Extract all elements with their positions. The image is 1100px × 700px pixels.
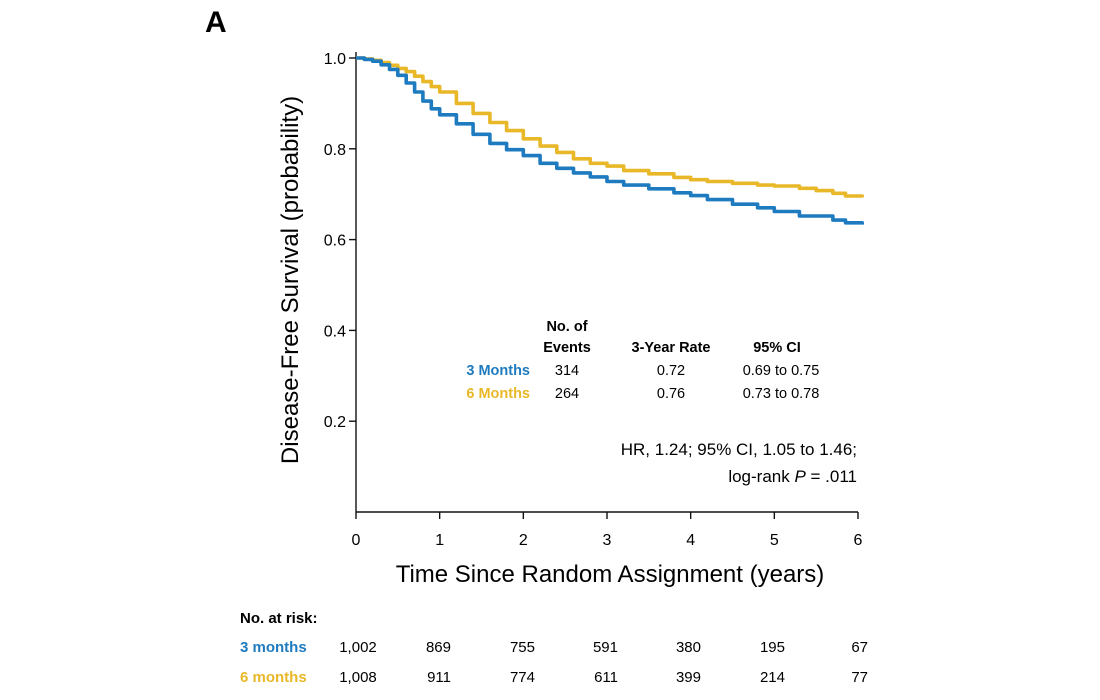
summary-group-label: 3 Months — [466, 363, 530, 379]
at-risk-value: 869 — [426, 639, 451, 656]
x-tick-label: 5 — [770, 532, 779, 549]
x-tick-label: 6 — [854, 532, 863, 549]
summary-events: 314 — [555, 363, 579, 379]
summary-header: 95% CI — [753, 340, 801, 356]
at-risk-value: 755 — [510, 639, 535, 656]
panel-label: A — [205, 6, 227, 39]
summary-events: 264 — [555, 386, 579, 402]
hr-line-2-prefix: log-rank — [728, 467, 794, 486]
y-tick-label: 0.2 — [324, 414, 346, 431]
x-ticks: 0 1 2 3 4 5 6 — [352, 512, 863, 549]
at-risk-value: 214 — [760, 669, 785, 686]
summary-ci: 0.69 to 0.75 — [743, 363, 820, 379]
at-risk-label: 6 months — [240, 669, 307, 686]
summary-rate: 0.76 — [657, 386, 685, 402]
hr-line-2: log-rank P = .011 — [728, 467, 857, 486]
summary-rate: 0.72 — [657, 363, 685, 379]
series-line-6-months — [356, 56, 864, 198]
summary-group-label: 6 Months — [466, 386, 530, 402]
at-risk-value: 399 — [676, 669, 701, 686]
at-risk-table: 3 months 1,002 869 755 591 380 195 67 6 months 1,… — [240, 639, 868, 686]
x-axis-label: Time Since Random Assignment (years) — [396, 561, 825, 588]
x-tick-label: 0 — [352, 532, 361, 549]
hr-line-2-p: P — [794, 467, 806, 486]
y-axis-label: Disease-Free Survival (probability) — [277, 96, 304, 464]
at-risk-label: 3 months — [240, 639, 307, 656]
x-tick-label: 1 — [435, 532, 444, 549]
hazard-ratio-annotation: HR, 1.24; 95% CI, 1.05 to 1.46; log-rank… — [621, 440, 857, 486]
at-risk-value: 591 — [593, 639, 618, 656]
summary-header: Events — [543, 340, 591, 356]
series-line-3-months — [356, 56, 864, 225]
at-risk-value: 911 — [427, 669, 451, 686]
x-tick-label: 4 — [686, 532, 695, 549]
x-tick-label: 2 — [519, 532, 528, 549]
at-risk-value: 77 — [851, 669, 868, 686]
summary-header: 3-Year Rate — [632, 340, 711, 356]
at-risk-value: 1,002 — [339, 639, 377, 656]
at-risk-value: 611 — [594, 669, 618, 686]
y-tick-label: 0.8 — [324, 142, 346, 159]
at-risk-value: 1,008 — [339, 669, 377, 686]
hr-line-1: HR, 1.24; 95% CI, 1.05 to 1.46; — [621, 440, 857, 459]
at-risk-title: No. at risk: — [240, 610, 318, 627]
survival-curves — [356, 56, 864, 225]
at-risk-value: 774 — [510, 669, 535, 686]
y-tick-label: 0.4 — [324, 323, 346, 340]
y-ticks: 0.2 0.4 0.6 0.8 1.0 — [324, 51, 356, 431]
at-risk-value: 380 — [676, 639, 701, 656]
summary-ci: 0.73 to 0.78 — [743, 386, 820, 402]
y-tick-label: 0.6 — [324, 233, 346, 250]
hr-line-2-suffix: = .011 — [806, 467, 857, 486]
y-tick-label: 1.0 — [324, 51, 346, 68]
at-risk-value: 67 — [851, 639, 868, 656]
summary-table: No. of Events 3-Year Rate 95% CI 3 Months 314… — [466, 319, 819, 402]
at-risk-value: 195 — [760, 639, 785, 656]
x-tick-label: 3 — [603, 532, 612, 549]
summary-header: No. of — [546, 319, 587, 335]
